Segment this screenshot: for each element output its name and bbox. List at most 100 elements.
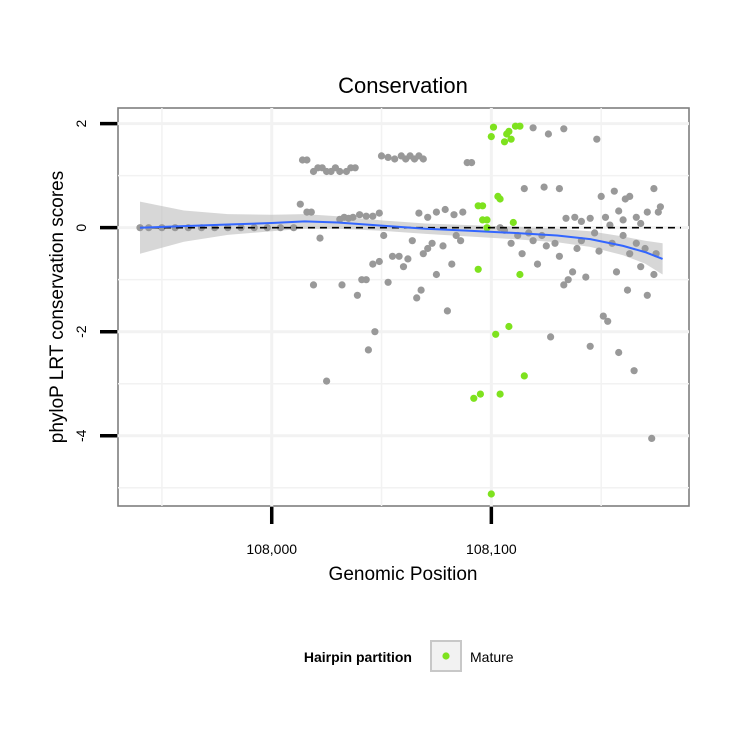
data-point — [630, 367, 638, 375]
data-point — [560, 281, 568, 289]
data-point — [626, 192, 634, 200]
data-point — [562, 214, 570, 222]
data-point — [432, 208, 440, 216]
data-point — [656, 203, 665, 211]
data-point — [362, 276, 370, 284]
legend-label-mature: Mature — [470, 649, 514, 665]
data-point — [560, 125, 568, 133]
data-point — [626, 250, 634, 258]
data-point — [419, 155, 427, 163]
data-point-mature — [470, 394, 478, 402]
data-point — [599, 312, 607, 320]
data-point-mature — [476, 390, 484, 398]
data-point — [349, 213, 357, 221]
data-point — [637, 219, 645, 228]
data-point-mature — [496, 390, 504, 398]
data-point — [643, 291, 651, 299]
data-point — [632, 239, 640, 247]
data-point-mature — [492, 330, 500, 338]
data-point — [601, 213, 610, 221]
data-point — [441, 205, 449, 214]
data-point — [415, 209, 423, 217]
data-point — [408, 237, 416, 245]
data-point — [615, 207, 623, 215]
data-point — [362, 212, 370, 220]
data-point — [432, 270, 440, 279]
legend: Hairpin partition Mature — [304, 640, 514, 672]
smooth-line — [139, 220, 681, 260]
y-tick-label: 0 — [73, 224, 89, 232]
data-point-mature — [505, 322, 513, 331]
data-point — [595, 247, 603, 255]
data-point — [404, 255, 412, 263]
data-point-mature — [487, 133, 495, 141]
data-point — [555, 185, 564, 193]
data-point-mature — [483, 216, 491, 224]
data-point — [384, 278, 392, 286]
data-point — [371, 328, 379, 336]
data-point — [547, 333, 555, 341]
data-point — [307, 208, 315, 216]
data-point-mature — [516, 122, 524, 130]
data-point — [577, 217, 586, 225]
data-point — [641, 244, 649, 253]
data-point — [586, 214, 594, 222]
chart-title: Conservation — [338, 73, 468, 98]
smooth-trend-line — [139, 220, 663, 260]
y-tick-label: 2 — [73, 119, 89, 127]
x-tick-label: 108,000 — [246, 541, 297, 557]
data-point-mature — [487, 490, 495, 498]
data-point — [569, 268, 577, 276]
data-point — [351, 164, 359, 172]
data-point — [632, 213, 640, 221]
data-point — [450, 211, 458, 219]
data-point — [544, 130, 553, 138]
data-point-mature — [479, 202, 487, 210]
data-point — [356, 211, 364, 219]
data-point — [529, 237, 537, 245]
axes: 108,000 108,100 -4 -2 0 2 — [73, 119, 517, 557]
data-point — [507, 239, 515, 247]
data-point — [388, 252, 397, 260]
data-point-mature — [516, 270, 524, 279]
data-point — [419, 250, 427, 258]
data-point — [571, 213, 579, 221]
data-point — [338, 281, 346, 289]
data-point — [604, 317, 612, 325]
data-point — [610, 187, 618, 195]
x-axis-title: Genomic Position — [329, 564, 478, 585]
data-point — [417, 286, 425, 294]
data-point — [424, 213, 432, 221]
data-point — [290, 224, 298, 232]
data-point-mature — [474, 265, 482, 273]
data-point-mature — [496, 195, 504, 203]
data-point — [395, 252, 403, 260]
data-point — [573, 244, 581, 253]
data-point — [540, 183, 548, 191]
data-point — [296, 200, 304, 208]
data-point — [615, 348, 623, 357]
data-point — [413, 294, 421, 302]
data-point — [591, 229, 599, 237]
data-point — [564, 276, 572, 284]
data-point — [399, 263, 408, 271]
smooth-confidence-band — [140, 201, 663, 275]
data-point — [439, 242, 447, 250]
legend-title: Hairpin partition — [304, 649, 412, 665]
data-point — [459, 208, 467, 216]
data-point-mature — [520, 372, 528, 380]
data-point — [375, 209, 383, 217]
data-point — [316, 234, 324, 242]
y-axis-title: phyloP LRT conservation scores — [47, 171, 68, 444]
data-point-mature — [489, 123, 498, 131]
data-point — [452, 231, 460, 240]
data-point — [586, 342, 594, 350]
data-point — [369, 260, 377, 268]
data-point — [648, 434, 656, 442]
legend-key-mature — [442, 652, 450, 660]
data-point — [597, 192, 605, 200]
data-point — [457, 237, 465, 245]
plot-panel — [117, 107, 690, 507]
data-point — [529, 124, 537, 132]
